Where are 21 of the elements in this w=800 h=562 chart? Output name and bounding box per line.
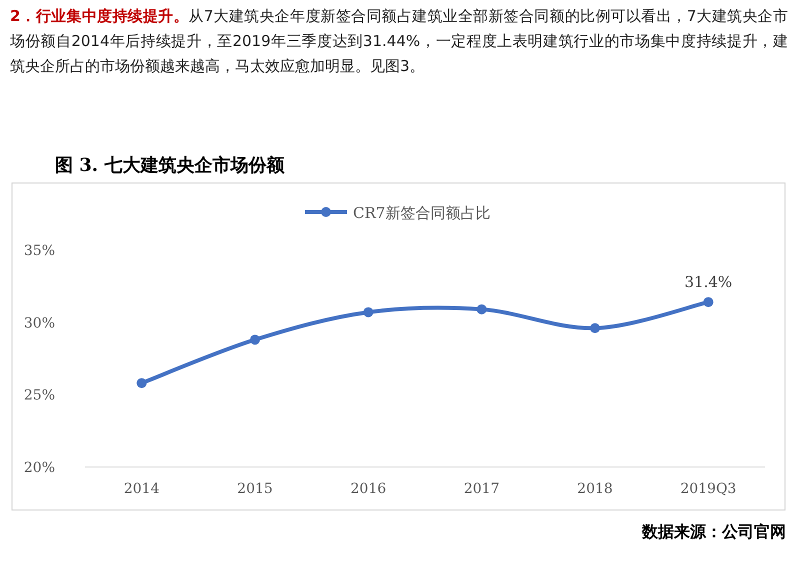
x-tick-label: 2016 xyxy=(350,481,386,497)
legend-label: CR7新签合同额占比 xyxy=(353,204,490,222)
point xyxy=(363,307,374,318)
chart-title: 图 3. 七大建筑央企市场份额 xyxy=(55,154,284,177)
y-tick-label: 25% xyxy=(24,388,55,404)
y-tick-label: 20% xyxy=(24,460,55,476)
data-label: 31.4% xyxy=(684,273,732,292)
y-tick-label: 35% xyxy=(24,243,55,259)
point xyxy=(476,304,487,314)
point xyxy=(590,323,600,334)
x-tick-label: 2015 xyxy=(237,481,273,497)
y-tick-label: 30% xyxy=(24,315,55,332)
point xyxy=(703,297,714,308)
point xyxy=(250,334,260,345)
x-tick-label: 2017 xyxy=(464,481,500,497)
point xyxy=(136,378,147,388)
x-tick-label: 2018 xyxy=(577,481,613,497)
x-tick-label: 2019Q3 xyxy=(680,481,736,497)
text: 2．行业集中度持续提升。从7大建筑央企年度新签合同额占建筑业全部新签合同额的比例可以看出，7大建筑央企市场份额自2014年后持续提升，至2019年三季度达到31.44%，一定程度上表明建筑行业的市场集中度持续提升，建筑央企所占的市场份额越来越高，马太效应愈加明显。见图3。 xyxy=(10,6,788,77)
source-note: 数据来源：公司官网 xyxy=(642,522,786,543)
x-tick-label: 2014 xyxy=(124,481,160,497)
